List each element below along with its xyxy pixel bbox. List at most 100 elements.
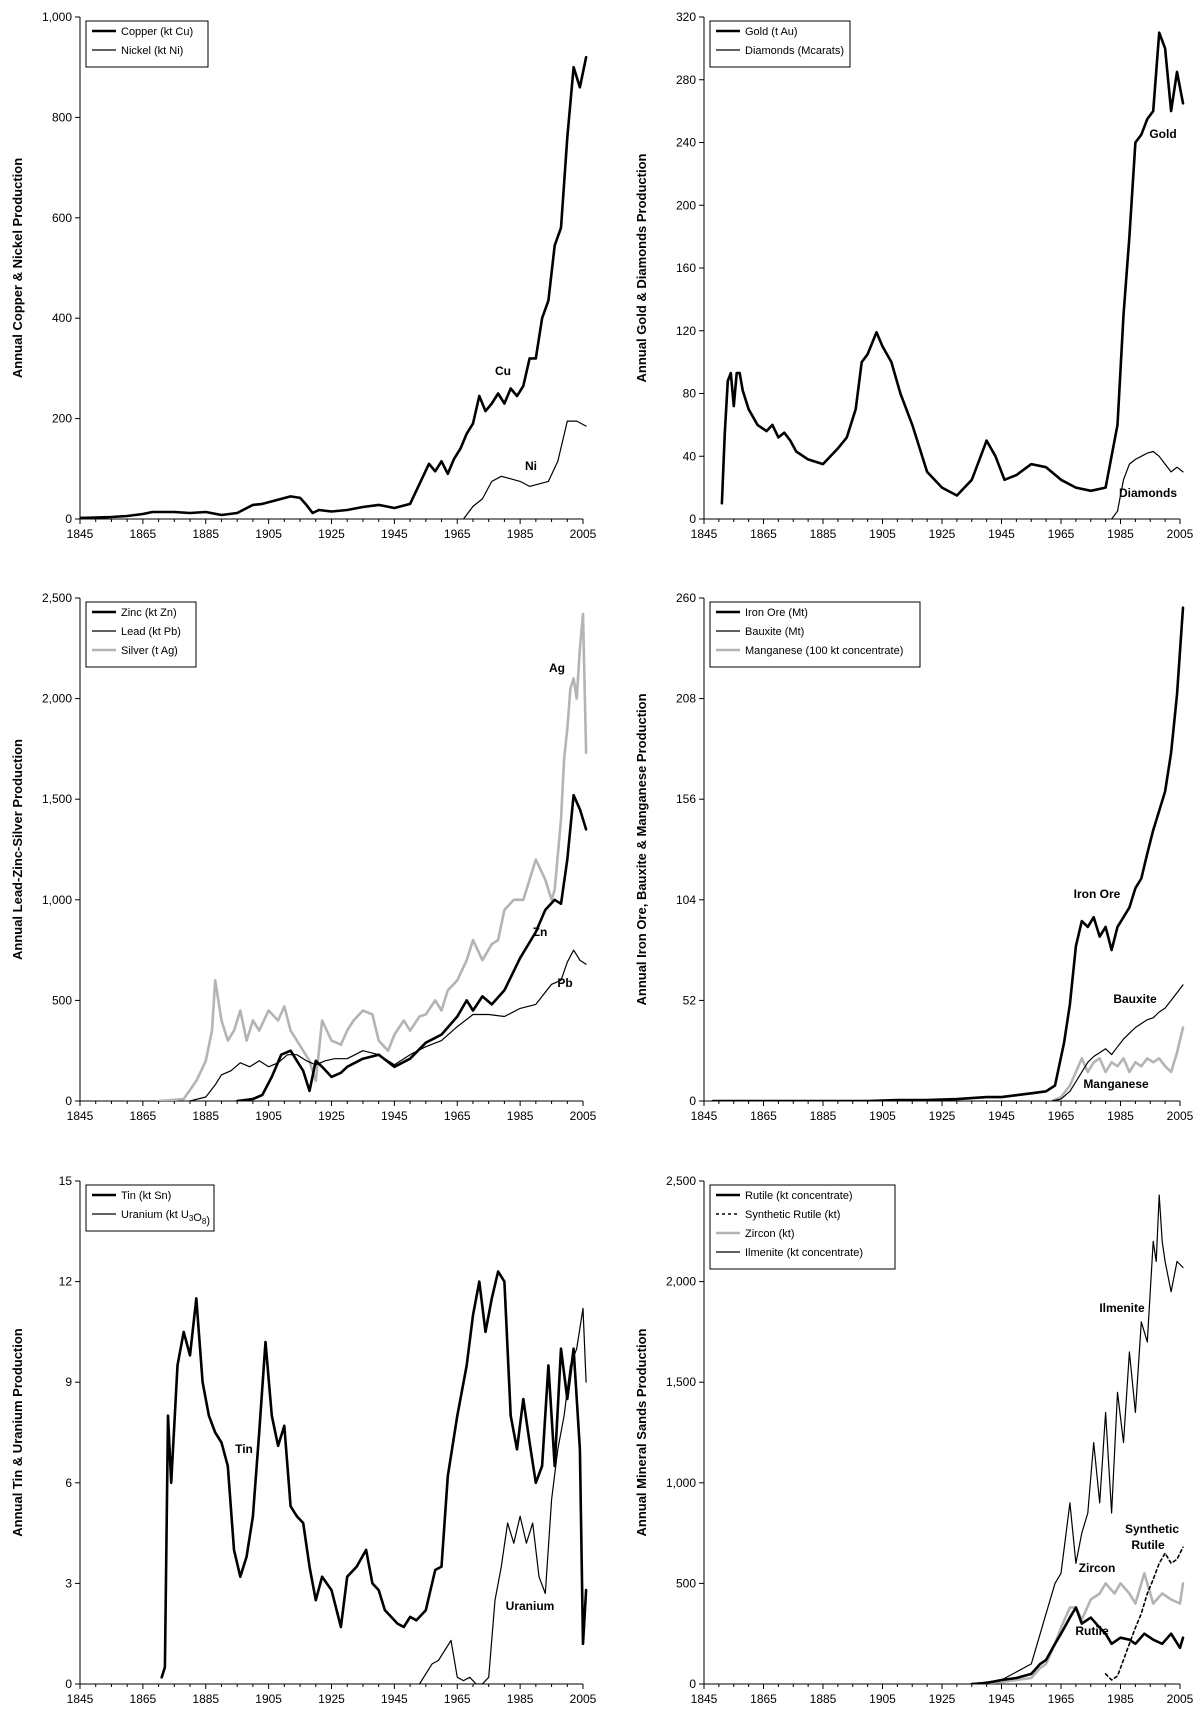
x-tick-label: 1925 [929, 1109, 956, 1123]
y-axis-title: Annual Copper & Nickel Production [10, 158, 25, 378]
series-line [971, 1194, 1184, 1684]
legend-label: Tin (kt Sn) [121, 1190, 171, 1202]
y-tick-label: 500 [676, 1576, 696, 1590]
y-tick-label: 1,500 [42, 792, 72, 806]
x-tick-label: 1945 [381, 527, 408, 541]
legend-label: Bauxite (Mt) [745, 626, 804, 638]
x-tick-label: 2005 [1167, 1692, 1194, 1706]
series-line [418, 1307, 587, 1684]
y-tick-label: 0 [689, 512, 696, 526]
series-line [1111, 450, 1184, 519]
x-tick-label: 1885 [192, 527, 219, 541]
series-line [720, 31, 1185, 505]
legend-label: Zircon (kt) [745, 1228, 795, 1240]
series-line [462, 420, 587, 519]
legend-label: Copper (kt Cu) [121, 26, 193, 38]
x-tick-label: 1985 [1107, 1692, 1134, 1706]
y-axis-title: Annual Lead-Zinc-Silver Production [10, 739, 25, 960]
x-tick-label: 2005 [570, 527, 597, 541]
x-tick-label: 1985 [1107, 527, 1134, 541]
annotation-label: Uranium [506, 1599, 555, 1613]
x-tick-label: 1985 [507, 1692, 534, 1706]
x-tick-label: 2005 [1167, 527, 1194, 541]
legend-box [709, 1184, 896, 1270]
x-tick-label: 1985 [1107, 1109, 1134, 1123]
y-tick-label: 1,000 [666, 1476, 696, 1490]
series-line [157, 612, 588, 1101]
x-tick-label: 1945 [381, 1692, 408, 1706]
chart-panel-1: 0 200 400 600 800 1,000 1845 1865 1885 1905 1925 19… [10, 10, 597, 541]
y-axis-title: Annual Tin & Uranium Production [10, 1328, 25, 1537]
x-tick-label: 1965 [1048, 527, 1075, 541]
chart-panel-4: 0 52 104 156 208 260 1845 1865 1885 1905 1925 1945 1… [634, 591, 1194, 1123]
legend-label: Lead (kt Pb) [121, 626, 181, 638]
y-tick-label: 240 [676, 136, 696, 150]
legend-label: Zinc (kt Zn) [121, 607, 177, 619]
annotation-label: Ag [549, 661, 565, 675]
y-tick-label: 800 [52, 110, 72, 124]
x-tick-label: 1985 [507, 1109, 534, 1123]
chart-panel-3: 0 500 1,000 1,500 2,000 2,500 1845 1865 1885 1905… [10, 591, 597, 1123]
y-tick-label: 0 [65, 512, 72, 526]
legend-label: Uranium (kt U3O8) [121, 1209, 210, 1227]
series-line [189, 949, 587, 1101]
legend-box [85, 20, 209, 68]
series-line [1050, 1026, 1185, 1101]
x-tick-label: 1965 [444, 1109, 471, 1123]
y-tick-label: 0 [65, 1677, 72, 1691]
annotation-label: Diamonds [1119, 486, 1177, 500]
series-line [80, 55, 588, 519]
x-tick-label: 1845 [67, 527, 94, 541]
annotation-label: Gold [1149, 127, 1176, 141]
x-tick-label: 1885 [192, 1692, 219, 1706]
legend-box [709, 601, 921, 668]
series-line [160, 1270, 588, 1679]
x-tick-label: 1865 [750, 1109, 777, 1123]
y-tick-label: 600 [52, 211, 72, 225]
x-tick-label: 1925 [318, 1692, 345, 1706]
x-tick-label: 1945 [381, 1109, 408, 1123]
legend-label: Rutile (kt concentrate) [745, 1190, 853, 1202]
annotation-label: Ni [525, 459, 537, 473]
x-tick-label: 2005 [570, 1692, 597, 1706]
x-tick-label: 1905 [255, 1109, 282, 1123]
x-tick-label: 1905 [869, 1692, 896, 1706]
x-tick-label: 1965 [444, 1692, 471, 1706]
annotation-label: Synthetic [1125, 1522, 1179, 1536]
x-tick-label: 1905 [869, 527, 896, 541]
x-tick-label: 1985 [507, 527, 534, 541]
x-tick-label: 1865 [130, 527, 157, 541]
y-tick-label: 15 [59, 1174, 73, 1188]
chart-panel-6: 0 500 1,000 1,500 2,000 2,500 1845 1865 1885 1905… [634, 1174, 1194, 1706]
legend-label: Iron Ore (Mt) [745, 607, 808, 619]
x-tick-label: 1965 [1048, 1109, 1075, 1123]
annotation-label: Cu [495, 364, 511, 378]
x-tick-label: 2005 [1167, 1109, 1194, 1123]
y-tick-label: 1,000 [42, 10, 72, 24]
y-tick-label: 0 [689, 1677, 696, 1691]
legend-box [85, 1184, 215, 1232]
annotation-label: Iron Ore [1074, 887, 1121, 901]
legend-label: Nickel (kt Ni) [121, 45, 183, 57]
x-tick-label: 1905 [255, 1692, 282, 1706]
x-tick-label: 1885 [810, 1109, 837, 1123]
series-line [1051, 984, 1184, 1101]
x-tick-label: 1865 [750, 1692, 777, 1706]
x-tick-label: 1925 [318, 527, 345, 541]
y-tick-label: 156 [676, 792, 696, 806]
y-tick-label: 80 [683, 387, 697, 401]
y-tick-label: 1,500 [666, 1375, 696, 1389]
x-tick-label: 1905 [869, 1109, 896, 1123]
y-tick-label: 500 [52, 993, 72, 1007]
annotation-label: Zircon [1079, 1561, 1116, 1575]
legend-label: Gold (t Au) [745, 26, 798, 38]
legend-label: Synthetic Rutile (kt) [745, 1209, 840, 1221]
legend-label: Silver (t Ag) [121, 645, 178, 657]
y-axis-title: Annual Iron Ore, Bauxite & Manganese Pro… [634, 693, 649, 1005]
annotation-label: Bauxite [1113, 992, 1157, 1006]
y-axis-title: Annual Mineral Sands Production [634, 1328, 649, 1536]
y-tick-label: 2,000 [666, 1275, 696, 1289]
y-tick-label: 320 [676, 10, 696, 24]
y-tick-label: 12 [59, 1275, 73, 1289]
